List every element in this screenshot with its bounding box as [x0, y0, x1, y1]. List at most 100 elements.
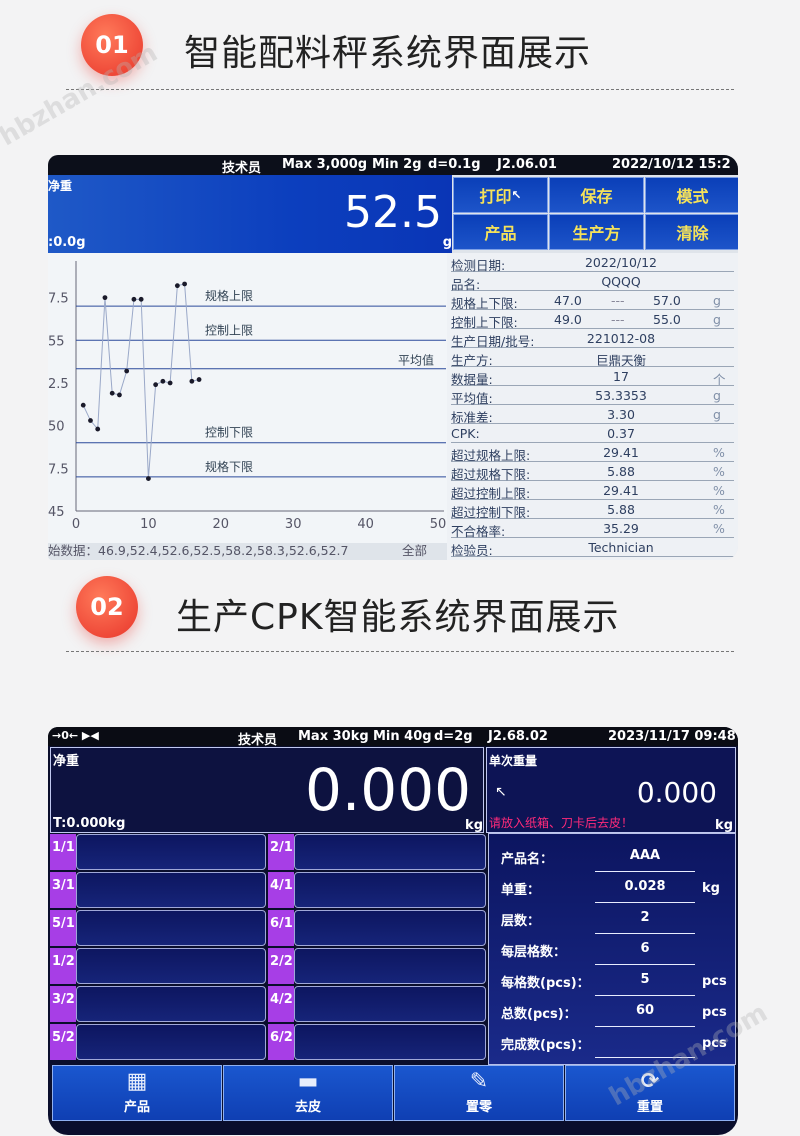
reference-line-label: 控制上限: [205, 323, 253, 337]
status-bar: →0← ▶◀ 技术员 Max 30kg Min 40g d=2g J2.68.0…: [48, 727, 738, 748]
tare-button[interactable]: ▬ 去皮: [223, 1065, 393, 1121]
table-row: 检测日期: 2022/10/12: [451, 253, 734, 273]
info-row: 单重： 0.028 kg: [489, 873, 736, 904]
user-label: 技术员: [222, 161, 262, 176]
division: d=0.1g: [428, 157, 481, 172]
compartment-cell[interactable]: [76, 872, 266, 908]
row-label: 检测日期:: [451, 258, 506, 273]
button-label: 置零: [465, 1100, 492, 1115]
x-tick-label: 40: [357, 517, 374, 532]
product-button[interactable]: ▦ 产品: [52, 1065, 222, 1121]
compartment-cell[interactable]: [294, 910, 486, 946]
row-value: 5.88: [607, 464, 635, 479]
compartment-cell[interactable]: [294, 1024, 486, 1060]
separator: ---: [611, 293, 625, 308]
info-label: 单重：: [501, 883, 541, 898]
row-unit: g: [713, 388, 721, 403]
info-value-field[interactable]: 60: [595, 1003, 695, 1027]
info-row: 总数(pcs)： 60 pcs: [489, 997, 736, 1028]
data-point: [174, 283, 180, 289]
data-point: [131, 296, 137, 302]
row-unit: %: [713, 445, 725, 460]
clear-button[interactable]: 清除: [645, 214, 738, 250]
instruction-message: 请放入纸箱、刀卡后去皮！: [489, 816, 634, 830]
product-button[interactable]: 产品: [453, 214, 548, 250]
packing-scale-screen: →0← ▶◀ 技术员 Max 30kg Min 40g d=2g J2.68.0…: [48, 727, 738, 1135]
compartment-label: 3/2: [50, 986, 76, 1022]
user-label: 技术员: [238, 733, 278, 748]
info-unit: pcs: [702, 1036, 727, 1051]
data-point: [109, 390, 115, 396]
table-row: 检验员: Technician: [451, 538, 734, 558]
data-point: [196, 377, 202, 382]
x-tick-label: 50: [430, 517, 447, 532]
all-data-link[interactable]: 全部: [402, 543, 428, 558]
reset-button[interactable]: ⟳ 重置: [565, 1065, 735, 1121]
divider: [66, 89, 734, 90]
data-point: [160, 378, 166, 384]
producer-button[interactable]: 生产方: [549, 214, 644, 250]
mode-button[interactable]: 模式: [645, 177, 738, 213]
separator: ---: [611, 312, 625, 327]
weight-value: 0.000: [304, 756, 471, 824]
info-label: 每层格数：: [501, 945, 567, 960]
data-point: [95, 426, 101, 432]
table-row: 超过规格上限: 29.41%: [451, 443, 734, 463]
row-value: 2022/10/12: [584, 255, 658, 270]
info-row: 产品名： AAA: [489, 842, 736, 873]
compartment-cell[interactable]: [76, 986, 266, 1022]
row-unit: %: [713, 483, 725, 498]
zero-tare-indicator-icon: →0← ▶◀: [52, 729, 99, 742]
info-value-field[interactable]: AAA: [595, 848, 695, 872]
button-label: 产品: [123, 1100, 150, 1115]
compartment-cell[interactable]: [294, 986, 486, 1022]
cpk-scale-screen: 技术员 Max 3,000g Min 2g d=0.1g J2.06.01 20…: [48, 155, 738, 560]
reference-line-label: 规格上限: [205, 288, 253, 303]
info-value-field[interactable]: [595, 1034, 695, 1058]
zero-button[interactable]: ✎ 置零: [394, 1065, 564, 1121]
data-point: [117, 392, 122, 398]
weight-unit: g: [442, 235, 452, 250]
y-tick-label: 7.5: [48, 462, 69, 477]
control-chart-svg: 0 10 20 30 40 50 7.5 55 2.5 50 7.5 45 规格上限控制上限平均值控制下…: [48, 261, 447, 532]
compartment-label: 5/2: [50, 1024, 76, 1060]
firmware-version: J2.06.01: [497, 157, 557, 172]
row-value: QQQQ: [601, 274, 641, 289]
compartment-cell[interactable]: [76, 910, 266, 946]
button-label: 去皮: [294, 1100, 321, 1115]
save-button[interactable]: 保存: [549, 177, 644, 213]
raw-data-text: 始数据：46.9,52.4,52.6,52.5,58.2,58.3,52.6,5…: [48, 543, 349, 558]
tare-value: T:0.000kg: [53, 816, 126, 831]
net-weight-label: 净重: [48, 179, 73, 193]
info-value-field[interactable]: 2: [595, 910, 695, 934]
compartment-cell[interactable]: [294, 948, 486, 984]
data-point: [167, 380, 173, 386]
compartment-cell[interactable]: [76, 1024, 266, 1060]
compartment-cell[interactable]: [294, 834, 486, 870]
single-weight-label: 单次重量: [489, 754, 538, 768]
row-label: 超过控制上限:: [451, 486, 531, 501]
compartment-cell[interactable]: [294, 872, 486, 908]
table-row: 平均值: 53.3353 g: [451, 386, 734, 406]
info-label: 产品名：: [501, 852, 554, 867]
info-value-field[interactable]: 5: [595, 972, 695, 996]
table-row: 控制上下限: 49.0 --- 55.0 g: [451, 310, 734, 330]
compartment-cell[interactable]: [76, 834, 266, 870]
row-label: 超过规格下限:: [451, 467, 531, 482]
row-unit: %: [713, 502, 725, 517]
print-button[interactable]: 打印 ↖: [453, 177, 548, 213]
info-value-field[interactable]: 6: [595, 941, 695, 965]
info-row: 每层格数： 6: [489, 935, 736, 966]
row-label: CPK:: [451, 426, 480, 441]
product-info-panel: 产品名： AAA 单重： 0.028 kg 层数： 2 每层格数： 6 每格数(pcs)： 5 pcs…: [488, 833, 736, 1065]
weight-unit: kg: [465, 818, 483, 833]
compartment-label: 4/1: [268, 872, 294, 908]
cursor-icon: ↖: [495, 784, 507, 800]
compartment-cell[interactable]: [76, 948, 266, 984]
y-tick-label: 50: [48, 420, 65, 435]
info-value-field[interactable]: 0.028: [595, 879, 695, 903]
table-row: 超过规格下限: 5.88%: [451, 462, 734, 482]
info-row: 完成数(pcs)： pcs: [489, 1028, 736, 1059]
section-number-badge: 01: [81, 14, 143, 76]
section-title: 生产CPK智能系统界面展示: [176, 597, 620, 638]
